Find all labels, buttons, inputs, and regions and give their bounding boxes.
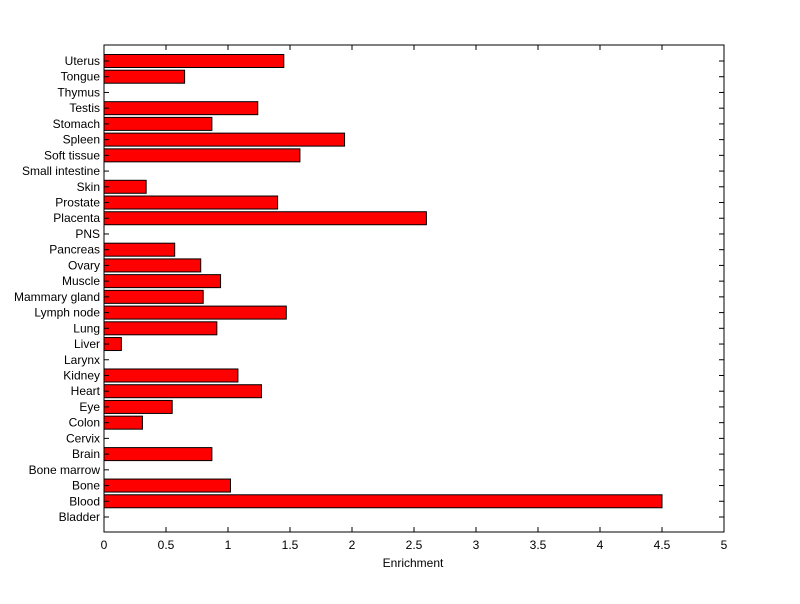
bar-soft-tissue	[103, 148, 301, 163]
x-tick-label: 1.5	[282, 538, 299, 552]
y-tick-label: Blood	[69, 494, 100, 508]
bar-brain	[103, 447, 213, 462]
bar-spleen	[103, 132, 346, 147]
x-tick-label: 0	[101, 538, 108, 552]
y-tick-label: Cervix	[66, 431, 100, 445]
bars-layer	[103, 54, 663, 509]
y-tick-label: Bone marrow	[29, 463, 101, 477]
bar-colon	[103, 415, 143, 430]
bar-ovary	[103, 258, 202, 273]
bar-blood	[103, 494, 663, 509]
bar-testis	[103, 101, 259, 116]
bar-lymph-node	[103, 305, 287, 320]
bar-bone	[103, 478, 231, 493]
bar-muscle	[103, 274, 222, 289]
y-tick-label: Lung	[73, 321, 100, 335]
y-tick-label: Muscle	[62, 274, 100, 288]
y-tick-label: Tongue	[61, 70, 101, 84]
y-tick-label: Skin	[77, 180, 100, 194]
x-tick-label: 0.5	[158, 538, 175, 552]
y-tick-label: PNS	[75, 227, 100, 241]
bar-skin	[103, 179, 147, 194]
x-tick-label: 5	[721, 538, 728, 552]
y-tick-label: Bladder	[59, 510, 100, 524]
y-tick-label: Pancreas	[49, 243, 100, 257]
x-axis-label: Enrichment	[383, 556, 444, 570]
bar-heart	[103, 384, 262, 399]
y-tick-label: Placenta	[53, 211, 100, 225]
bar-mammary-gland	[103, 289, 204, 304]
bar-pancreas	[103, 242, 176, 257]
y-tick-label: Uterus	[65, 54, 100, 68]
y-tick-label: Small intestine	[22, 164, 100, 178]
y-tick-label: Ovary	[68, 258, 100, 272]
x-tick-label: 2.5	[406, 538, 423, 552]
y-tick-label: Thymus	[57, 85, 100, 99]
bar-prostate	[103, 195, 279, 210]
y-tick-label: Lymph node	[34, 306, 100, 320]
x-tick-label: 2	[349, 538, 356, 552]
y-tick-label: Spleen	[63, 133, 100, 147]
y-tick-label: Mammary gland	[14, 290, 100, 304]
y-tick-label: Kidney	[63, 368, 100, 382]
x-tick-label: 3.5	[530, 538, 547, 552]
y-tick-label: Brain	[72, 447, 100, 461]
y-tick-label: Heart	[71, 384, 101, 398]
y-tick-label: Larynx	[64, 353, 100, 367]
bar-uterus	[103, 54, 285, 68]
x-tick-label: 3	[473, 538, 480, 552]
y-tick-label: Colon	[69, 416, 100, 430]
y-tick-label: Stomach	[53, 117, 100, 131]
bar-eye	[103, 399, 173, 414]
y-tick-label: Soft tissue	[44, 148, 100, 162]
y-tick-label: Testis	[69, 101, 100, 115]
bar-kidney	[103, 368, 239, 383]
bar-placenta	[103, 211, 427, 226]
x-tick-label: 4	[597, 538, 604, 552]
bar-tongue	[103, 69, 186, 84]
y-tick-label: Bone	[72, 479, 100, 493]
y-tick-label: Prostate	[55, 196, 100, 210]
y-tick-label: Eye	[79, 400, 100, 414]
bar-stomach	[103, 116, 213, 131]
y-tick-label: Liver	[74, 337, 100, 351]
x-tick-label: 4.5	[654, 538, 671, 552]
x-tick-label: 1	[225, 538, 232, 552]
bar-lung	[103, 321, 218, 336]
